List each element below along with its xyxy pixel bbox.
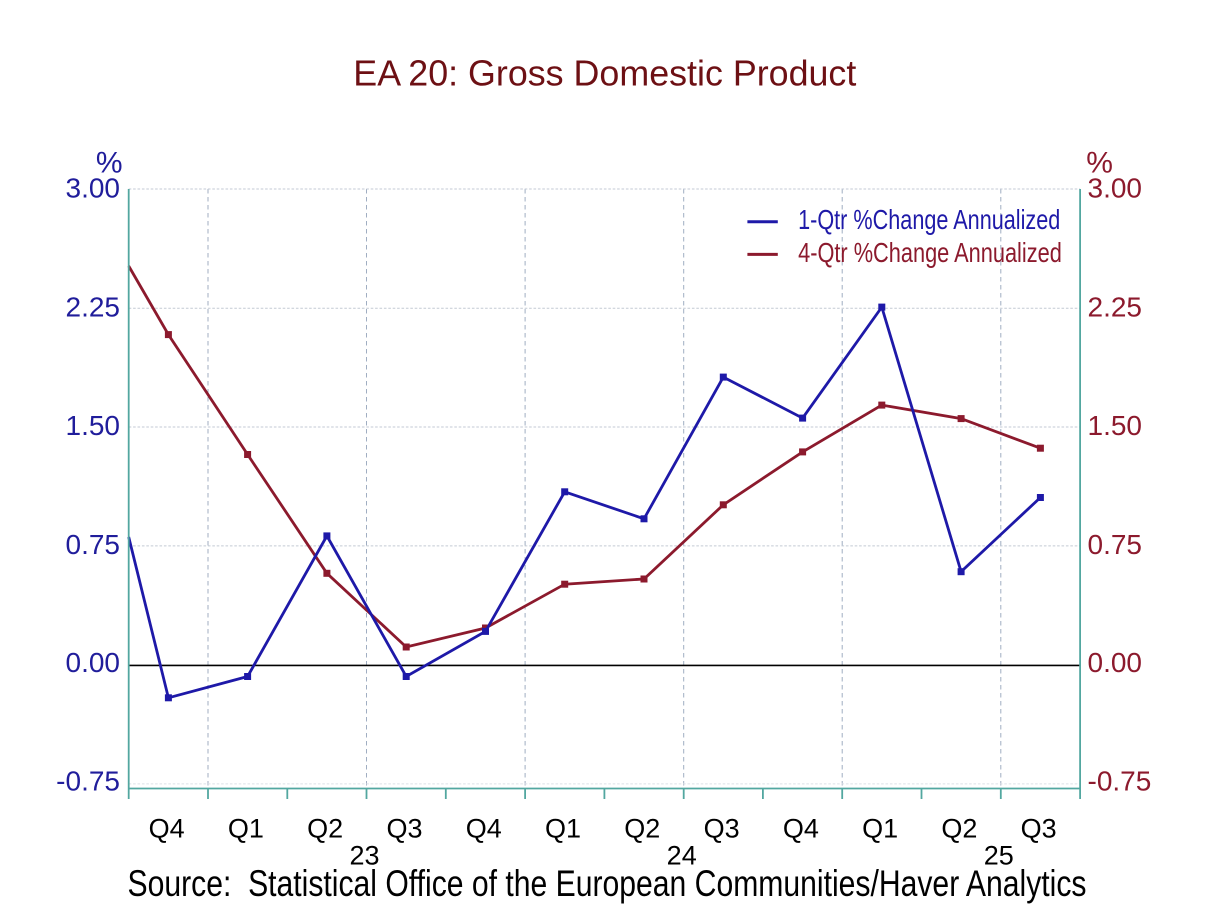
svg-text:%: % — [96, 147, 123, 180]
svg-text:EA 20: Gross Domestic Product: EA 20: Gross Domestic Product — [353, 53, 856, 94]
svg-text:0.00: 0.00 — [1088, 647, 1143, 678]
svg-text:Q3: Q3 — [386, 814, 422, 844]
svg-text:1-Qtr %Change Annualized: 1-Qtr %Change Annualized — [798, 204, 1060, 235]
svg-text:Q1: Q1 — [228, 814, 264, 844]
svg-text:3.00: 3.00 — [66, 173, 121, 204]
svg-text:Q2: Q2 — [941, 814, 977, 844]
svg-text:-0.75: -0.75 — [1088, 766, 1152, 797]
svg-text:Q2: Q2 — [624, 814, 660, 844]
svg-text:Source: Statistical Office of: Source: Statistical Office of the Europe… — [128, 863, 1087, 904]
svg-text:1.50: 1.50 — [66, 410, 121, 441]
svg-text:2.25: 2.25 — [1088, 291, 1143, 322]
svg-text:%: % — [1086, 147, 1113, 180]
svg-text:2.25: 2.25 — [66, 291, 121, 322]
svg-text:4-Qtr %Change Annualized: 4-Qtr %Change Annualized — [798, 237, 1062, 268]
svg-text:Q1: Q1 — [862, 814, 898, 844]
svg-text:Q2: Q2 — [307, 814, 343, 844]
svg-text:Q1: Q1 — [545, 814, 581, 844]
svg-text:Q4: Q4 — [149, 814, 185, 844]
svg-text:-0.75: -0.75 — [56, 766, 120, 797]
svg-text:24: 24 — [667, 840, 697, 870]
svg-text:Q4: Q4 — [466, 814, 502, 844]
svg-text:Q4: Q4 — [783, 814, 819, 844]
svg-text:Q3: Q3 — [1021, 814, 1057, 844]
svg-text:25: 25 — [984, 840, 1014, 870]
svg-text:Q3: Q3 — [704, 814, 740, 844]
svg-text:3.00: 3.00 — [1088, 173, 1143, 204]
svg-text:0.75: 0.75 — [1088, 529, 1143, 560]
svg-text:1.50: 1.50 — [1088, 410, 1143, 441]
svg-text:0.00: 0.00 — [66, 647, 121, 678]
svg-text:23: 23 — [349, 840, 379, 870]
svg-text:0.75: 0.75 — [66, 529, 121, 560]
